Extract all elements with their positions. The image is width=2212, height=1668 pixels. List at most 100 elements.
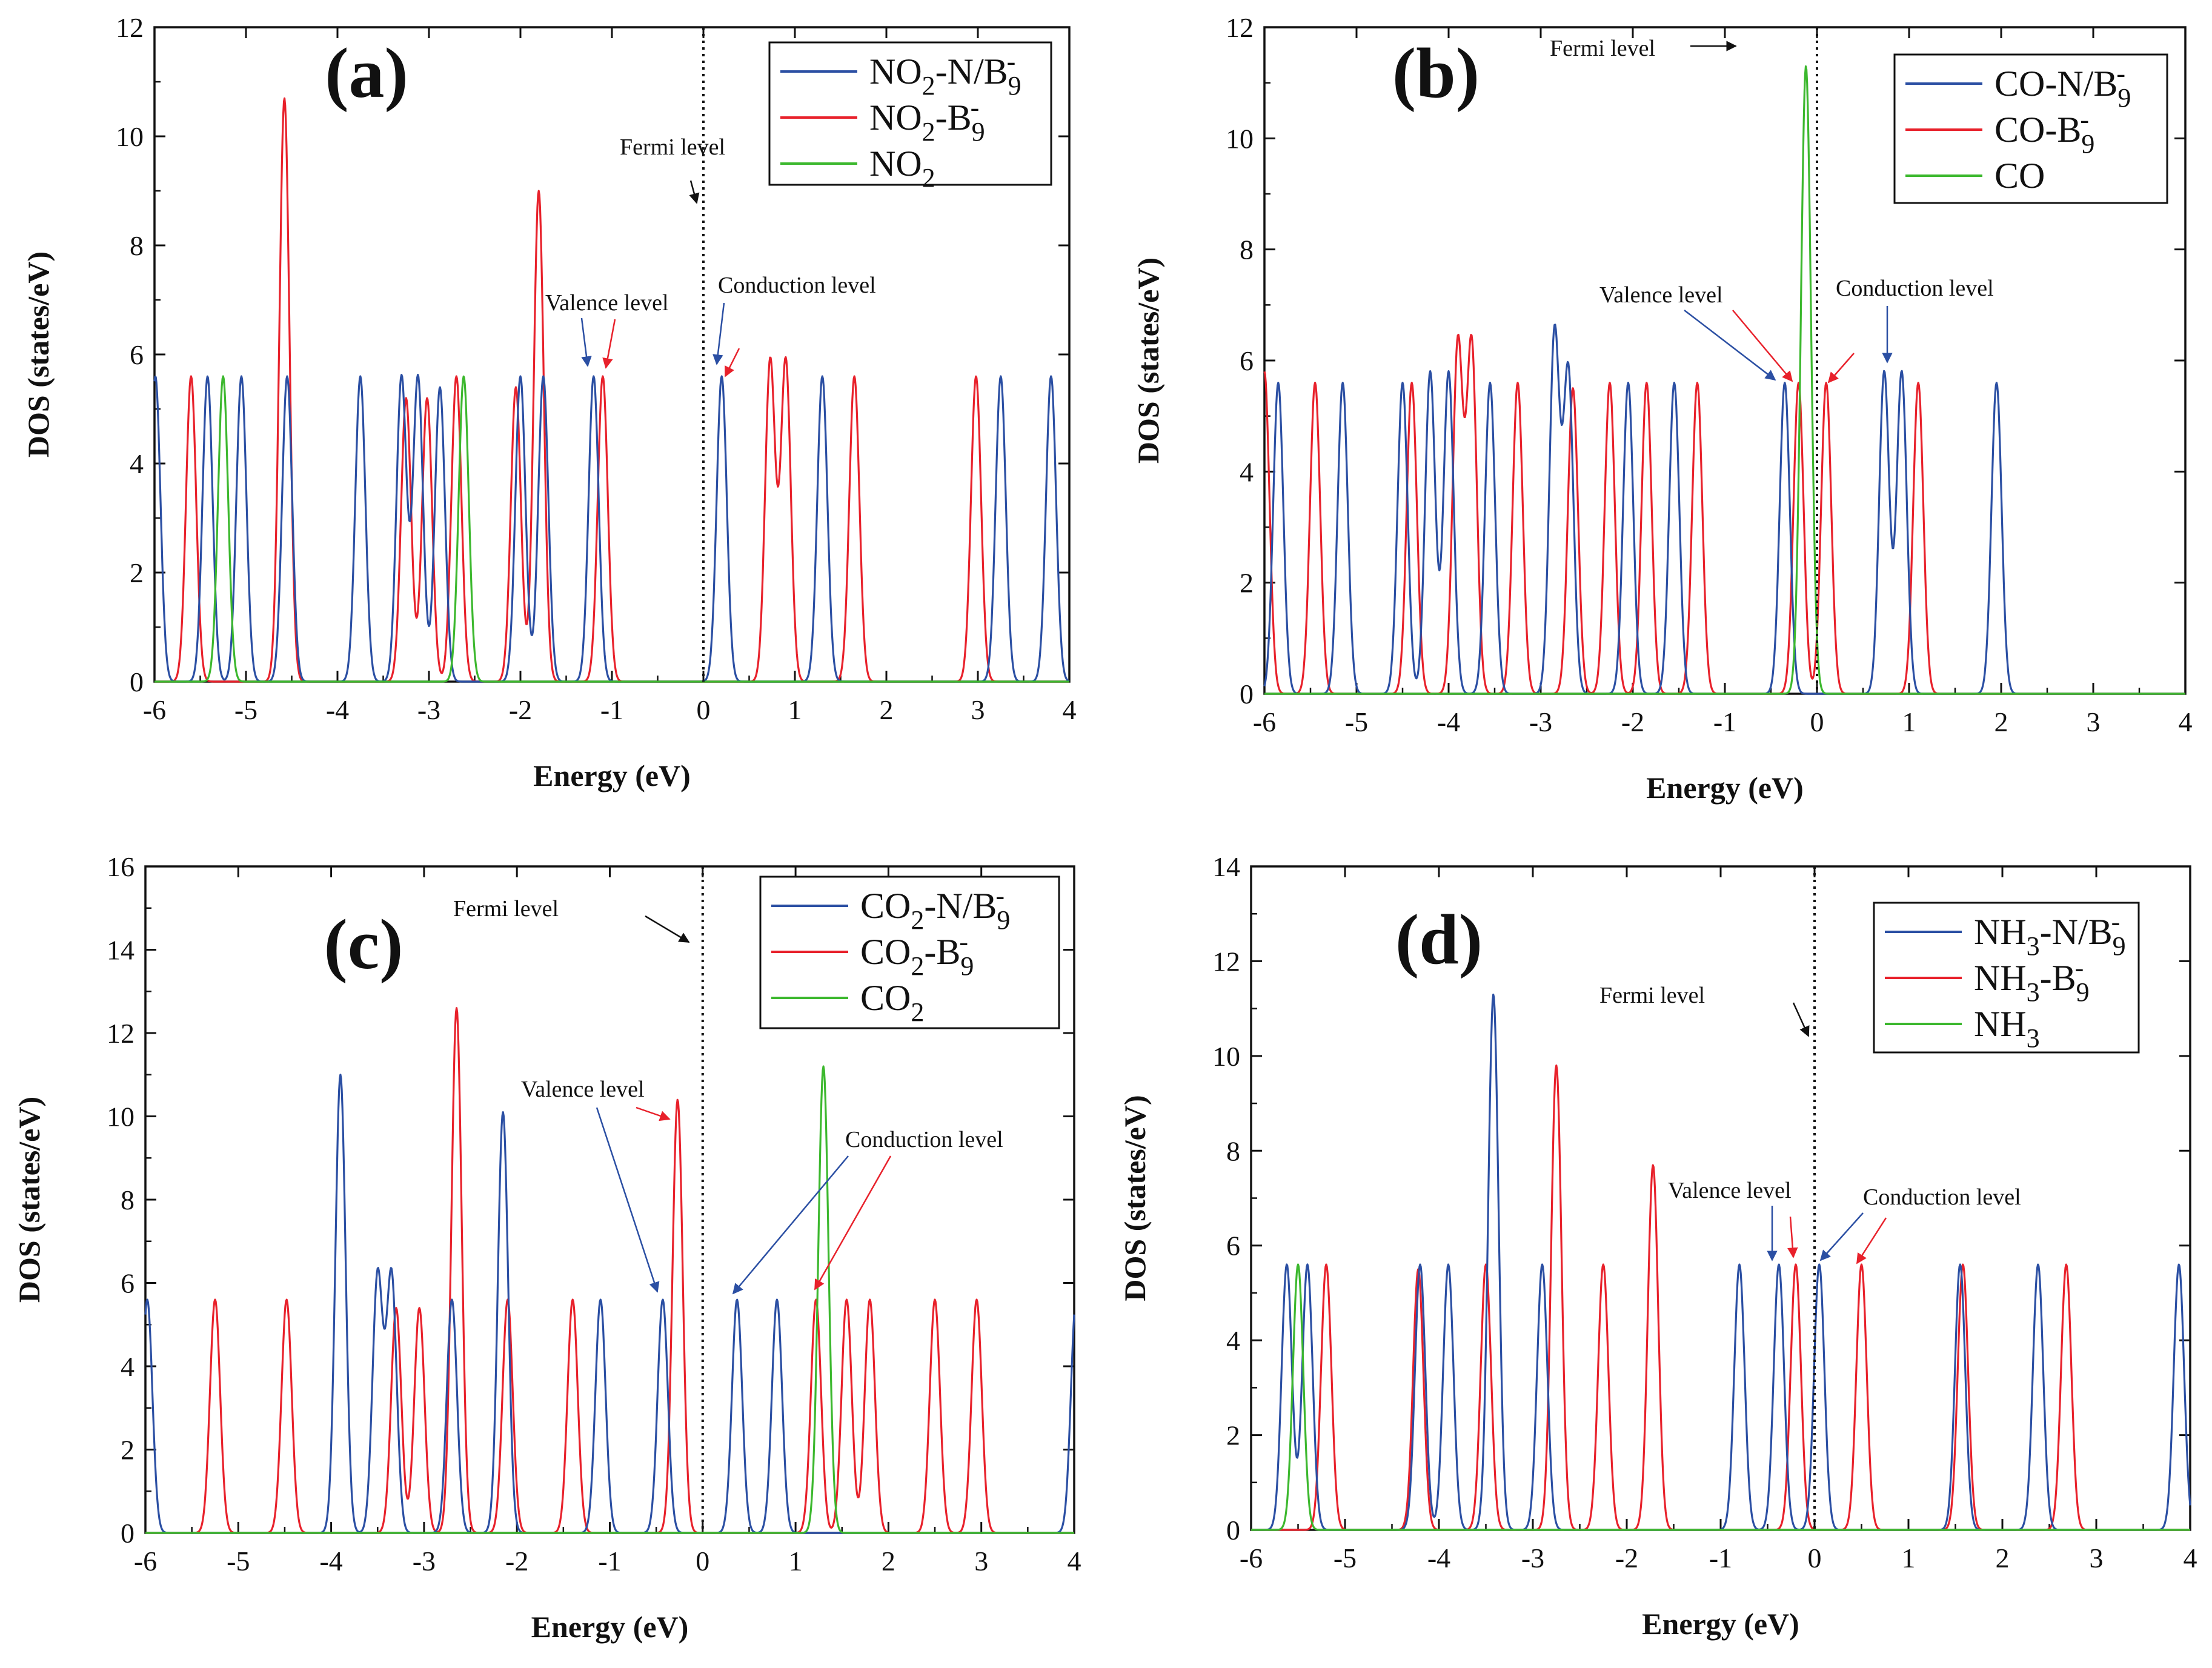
- valence-arrow-red: [636, 1106, 671, 1121]
- fermi-level-label: Fermi level: [453, 896, 559, 922]
- y-tick-label: 12: [1226, 12, 1254, 43]
- x-tick-label: -5: [227, 1546, 250, 1577]
- conduction-arrow-red: [724, 348, 740, 377]
- valence-level-label: Valence level: [1668, 1178, 1792, 1203]
- fermi-level-arrow: [645, 915, 690, 943]
- y-axis-label: DOS (states/eV): [1131, 258, 1165, 464]
- fermi-level-arrow: [1792, 1002, 1810, 1037]
- valence-arrow-blue: [1684, 310, 1776, 381]
- valence-arrow-blue: [580, 317, 592, 367]
- legend-entry: CO-N/B9-: [1994, 59, 2131, 113]
- legend-entry: CO2-B9-: [860, 927, 974, 981]
- conduction-arrow-blue: [732, 1155, 849, 1295]
- legend-entry: NO2: [869, 144, 935, 193]
- conduction-arrow-blue: [1819, 1212, 1864, 1261]
- x-tick-label: 0: [1810, 706, 1824, 737]
- valence-arrow-red: [602, 319, 616, 369]
- legend-entry: NO2-B9-: [869, 93, 985, 147]
- legend-entry: CO2-N/B9-: [860, 881, 1010, 935]
- conduction-level-label: Conduction level: [1863, 1185, 2021, 1210]
- x-tick-label: -5: [234, 694, 257, 725]
- panel-label: (b): [1392, 33, 1480, 113]
- y-tick-label: 6: [130, 339, 144, 370]
- x-tick-label: -1: [598, 1546, 621, 1577]
- legend-entry: NO2-N/B9-: [869, 47, 1021, 101]
- y-tick-label: 14: [107, 935, 135, 966]
- x-tick-label: 4: [1063, 694, 1077, 725]
- valence-arrow-blue: [596, 1107, 660, 1293]
- series-line-3: [1264, 65, 2186, 695]
- x-tick-label: -2: [1615, 1543, 1638, 1573]
- y-tick-label: 12: [107, 1018, 135, 1049]
- conduction-level-label: Conduction level: [718, 273, 876, 298]
- x-tick-label: -2: [1621, 706, 1644, 737]
- y-tick-label: 2: [1226, 1420, 1240, 1451]
- panel-label: (a): [325, 33, 408, 113]
- y-tick-label: 4: [130, 448, 144, 479]
- x-tick-label: -3: [1529, 706, 1552, 737]
- x-tick-label: -4: [1427, 1543, 1450, 1573]
- legend-entry: NH3-N/B9-: [1974, 907, 2126, 961]
- fermi-level-label: Fermi level: [620, 135, 725, 160]
- y-tick-label: 10: [107, 1101, 135, 1132]
- series-line-3: [1250, 1263, 2191, 1531]
- y-tick-label: 0: [1226, 1515, 1240, 1546]
- y-tick-label: 2: [121, 1435, 135, 1466]
- y-axis-label: DOS (states/eV): [1118, 1095, 1152, 1301]
- valence-level-label: Valence level: [545, 290, 669, 316]
- x-tick-label: -4: [1437, 706, 1460, 737]
- conduction-arrow-blue: [712, 302, 725, 365]
- x-tick-label: 0: [1808, 1543, 1822, 1573]
- fermi-level-label: Fermi level: [1550, 36, 1655, 61]
- legend: NO2-N/B9-NO2-B9-NO2: [768, 41, 1052, 193]
- x-tick-label: 1: [1902, 706, 1916, 737]
- x-tick-label: -1: [1709, 1543, 1732, 1573]
- y-tick-label: 14: [1212, 851, 1240, 882]
- series-line-3: [154, 375, 1070, 683]
- x-tick-label: 2: [1994, 706, 2008, 737]
- y-tick-label: 8: [1240, 234, 1254, 265]
- valence-arrow-red: [1732, 310, 1793, 382]
- x-tick-label: 4: [2184, 1543, 2197, 1573]
- x-tick-label: 2: [880, 694, 894, 725]
- x-tick-label: -2: [509, 694, 532, 725]
- x-tick-label: -1: [600, 694, 623, 725]
- y-tick-label: 16: [107, 851, 135, 882]
- y-tick-label: 0: [130, 666, 144, 697]
- x-axis-label: Energy (eV): [1646, 771, 1804, 805]
- y-tick-label: 8: [1226, 1135, 1240, 1166]
- legend-entry: CO2: [860, 978, 924, 1027]
- y-tick-label: 8: [130, 230, 144, 261]
- x-tick-label: 0: [696, 1546, 709, 1577]
- x-tick-label: -3: [417, 694, 440, 725]
- panel-label: (c): [324, 905, 404, 984]
- valence-level-label: Valence level: [1599, 282, 1723, 308]
- x-tick-label: -1: [1713, 706, 1736, 737]
- x-tick-label: 1: [1902, 1543, 1916, 1573]
- x-tick-label: -4: [319, 1546, 342, 1577]
- x-tick-label: 3: [2090, 1543, 2104, 1573]
- legend: CO2-N/B9-CO2-B9-CO2: [759, 876, 1060, 1029]
- x-tick-label: -5: [1334, 1543, 1357, 1573]
- x-tick-label: 0: [697, 694, 711, 725]
- x-axis-label: Energy (eV): [1642, 1607, 1799, 1641]
- y-tick-label: 10: [116, 121, 144, 152]
- series-line-3: [145, 1065, 1075, 1534]
- legend: CO-N/B9-CO-B9-CO: [1893, 53, 2168, 204]
- legend-entry: CO: [1994, 156, 2045, 196]
- legend: NH3-N/B9-NH3-B9-NH3: [1873, 902, 2140, 1054]
- y-tick-label: 10: [1212, 1041, 1240, 1072]
- y-tick-label: 2: [1240, 568, 1254, 599]
- x-tick-label: -4: [326, 694, 349, 725]
- x-axis-label: Energy (eV): [533, 759, 691, 792]
- x-axis-label: Energy (eV): [531, 1610, 689, 1644]
- x-tick-label: 2: [1996, 1543, 2010, 1573]
- x-tick-label: 3: [971, 694, 985, 725]
- x-tick-label: 4: [1068, 1546, 1081, 1577]
- series-line-2: [1250, 1064, 2191, 1531]
- y-tick-label: 0: [121, 1518, 135, 1549]
